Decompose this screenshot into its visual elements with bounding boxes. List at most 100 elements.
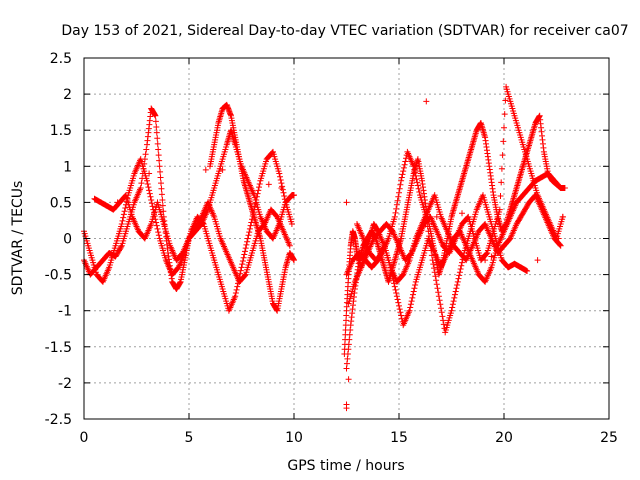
data-point bbox=[398, 312, 405, 319]
data-point bbox=[345, 376, 352, 383]
data-point bbox=[152, 118, 159, 125]
data-point bbox=[394, 296, 401, 303]
data-point bbox=[219, 166, 226, 173]
data-point bbox=[392, 209, 399, 216]
data-point bbox=[159, 196, 166, 203]
data-point bbox=[402, 158, 409, 165]
data-point bbox=[502, 97, 509, 104]
data-point bbox=[278, 184, 285, 191]
data-point bbox=[430, 261, 437, 268]
data-point bbox=[242, 248, 248, 255]
data-point bbox=[392, 286, 399, 293]
data-point bbox=[155, 152, 162, 159]
data-point bbox=[453, 285, 460, 292]
data-point bbox=[498, 165, 505, 172]
data-point bbox=[400, 164, 407, 171]
data-point bbox=[396, 185, 403, 192]
data-point bbox=[400, 168, 407, 175]
data-point bbox=[424, 223, 431, 230]
y-tick-label: -2 bbox=[58, 376, 72, 392]
y-tick-label: -0.5 bbox=[45, 268, 72, 284]
data-point bbox=[450, 298, 457, 305]
data-point bbox=[393, 201, 400, 208]
data-point bbox=[242, 272, 248, 279]
data-point bbox=[427, 242, 434, 249]
data-point bbox=[277, 173, 283, 180]
data-point bbox=[497, 192, 504, 199]
data-point bbox=[426, 233, 433, 240]
x-axis-label: GPS time / hours bbox=[287, 458, 404, 474]
data-point bbox=[291, 257, 297, 264]
y-tick-label: 0 bbox=[63, 232, 72, 248]
data-point bbox=[438, 309, 445, 316]
data-point bbox=[428, 252, 435, 259]
data-point bbox=[157, 174, 164, 181]
x-tick-label: 5 bbox=[185, 430, 194, 446]
tick-label-layer: 0 5 10 15 20 25 -2.5 -2 -1.5 -1 -0.5 0 0.5 1 1.5 2 2.5 bbox=[45, 51, 618, 446]
data-point bbox=[276, 170, 283, 177]
data-point bbox=[152, 112, 159, 119]
y-tick-label: -2.5 bbox=[45, 412, 72, 428]
data-point bbox=[237, 267, 244, 274]
data-point bbox=[393, 293, 400, 300]
data-point bbox=[406, 307, 413, 314]
data-point bbox=[158, 180, 164, 187]
data-point bbox=[394, 197, 401, 204]
data-point bbox=[426, 237, 433, 244]
data-point bbox=[439, 313, 446, 320]
data-point bbox=[233, 286, 240, 293]
data-point bbox=[448, 307, 455, 314]
data-point bbox=[291, 192, 297, 199]
data-point bbox=[459, 259, 465, 266]
chart-title: Day 153 of 2021, Sidereal Day-to-day VTE… bbox=[61, 23, 628, 39]
data-point bbox=[395, 299, 402, 306]
data-point bbox=[414, 179, 421, 186]
data-point bbox=[409, 294, 416, 301]
data-point bbox=[154, 140, 161, 147]
data-point bbox=[451, 294, 458, 301]
data-point bbox=[398, 177, 405, 184]
data-point bbox=[232, 290, 239, 297]
data-point bbox=[433, 213, 440, 220]
data-point bbox=[482, 257, 489, 264]
y-tick-label: 2 bbox=[63, 87, 72, 103]
data-point bbox=[557, 242, 564, 249]
data-point bbox=[437, 301, 444, 308]
data-point bbox=[459, 210, 465, 217]
data-point bbox=[555, 235, 562, 242]
data-point bbox=[524, 267, 531, 274]
data-point bbox=[120, 214, 127, 221]
data-point bbox=[414, 182, 421, 189]
series-track-i bbox=[341, 192, 564, 358]
data-point bbox=[411, 166, 418, 173]
data-point bbox=[455, 275, 462, 282]
y-tick-label: 2.5 bbox=[50, 51, 72, 67]
data-point bbox=[153, 123, 160, 130]
data-point bbox=[120, 211, 127, 218]
data-point bbox=[147, 193, 154, 200]
data-point bbox=[391, 213, 398, 220]
data-point bbox=[234, 283, 241, 290]
data-point bbox=[197, 215, 204, 222]
data-point bbox=[456, 272, 463, 279]
data-point bbox=[281, 192, 288, 199]
y-tick-label: -1 bbox=[58, 304, 72, 320]
data-point bbox=[138, 180, 145, 187]
data-point bbox=[254, 190, 261, 197]
data-point bbox=[256, 184, 262, 191]
y-tick-label: 1.5 bbox=[50, 123, 72, 139]
data-point bbox=[433, 277, 440, 284]
data-point bbox=[241, 251, 248, 258]
data-point bbox=[483, 250, 490, 257]
data-point bbox=[412, 282, 419, 289]
data-point bbox=[118, 243, 125, 250]
data-point bbox=[391, 283, 398, 290]
data-point bbox=[281, 196, 288, 203]
y-axis-label: SDTVAR / TECUs bbox=[10, 181, 26, 296]
data-point bbox=[432, 273, 439, 280]
data-point bbox=[413, 176, 420, 183]
tick-layer bbox=[83, 57, 610, 420]
data-point bbox=[155, 229, 162, 236]
data-point bbox=[157, 168, 164, 175]
data-point bbox=[146, 187, 153, 194]
